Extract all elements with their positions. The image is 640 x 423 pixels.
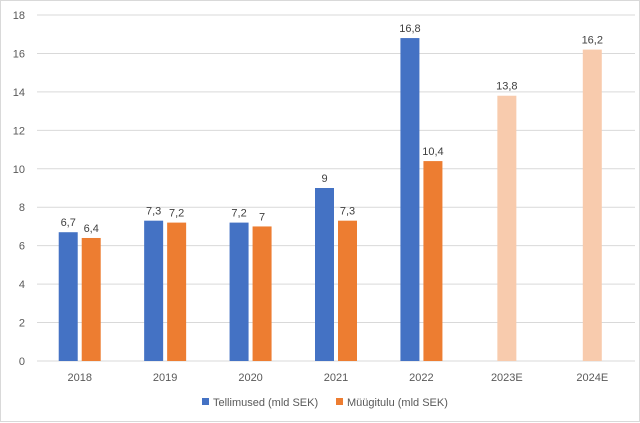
data-label: 16,2 [582,35,603,47]
y-tick-label: 16 [13,48,25,60]
data-label: 9 [321,173,327,185]
data-label: 7 [259,211,265,223]
y-tick-label: 6 [19,241,25,253]
y-tick-label: 2 [19,318,25,330]
bar-tellimused [144,220,164,361]
x-tick-label: 2023E [491,372,523,384]
y-tick-label: 8 [19,202,25,214]
data-labels: 6,7 6,4 7,3 7,2 7,2 7 9 7,3 16,8 10,4 13,8 16,2 [61,23,603,235]
y-tick-label: 4 [19,279,25,291]
bar-tellimused [400,38,420,362]
x-tick-label: 2021 [324,372,348,384]
data-label: 7,2 [231,208,246,220]
gridlines [37,14,635,362]
bar-myygitulu [338,220,357,361]
x-tick-label: 2019 [153,372,177,384]
data-label: 6,7 [61,217,76,229]
data-label: 13,8 [496,81,517,93]
x-tick-label: 2022 [409,372,433,384]
y-tick-label: 12 [13,125,25,137]
bar-myygitulu [167,222,187,361]
y-tick-label: 10 [13,164,25,176]
bar-myygitulu [81,237,101,361]
bar-myygitulu-estimate [497,95,517,361]
legend-swatch [202,398,209,405]
data-label: 7,2 [169,208,184,220]
bar-myygitulu-estimate [582,49,602,361]
x-tick-label: 2018 [67,372,91,384]
bar-myygitulu [423,161,443,361]
y-axis: 0 2 4 6 8 10 12 14 16 18 [13,10,25,368]
y-tick-label: 0 [19,356,25,368]
bars [58,38,602,362]
data-label: 7,3 [146,206,161,218]
legend-swatch [336,398,343,405]
bar-myygitulu [252,226,272,361]
data-label: 10,4 [422,146,443,158]
bar-tellimused [315,188,334,361]
y-tick-label: 18 [13,10,25,22]
x-tick-label: 2024E [576,372,608,384]
data-label: 16,8 [399,23,420,35]
y-tick-label: 14 [13,87,25,99]
data-label: 7,3 [340,206,355,218]
legend-item-myygitulu: Müügitulu (mld SEK) [336,397,448,409]
legend-label: Müügitulu (mld SEK) [347,397,448,409]
bar-tellimused [229,222,249,361]
bar-tellimused [58,232,78,361]
legend-label: Tellimused (mld SEK) [213,397,318,409]
x-tick-label: 2020 [238,372,262,384]
x-axis: 2018 2019 2020 2021 2022 2023E 2024E [67,372,608,384]
legend: Tellimused (mld SEK) Müügitulu (mld SEK) [202,397,448,409]
data-label: 6,4 [84,223,99,235]
legend-item-tellimused: Tellimused (mld SEK) [202,397,318,409]
